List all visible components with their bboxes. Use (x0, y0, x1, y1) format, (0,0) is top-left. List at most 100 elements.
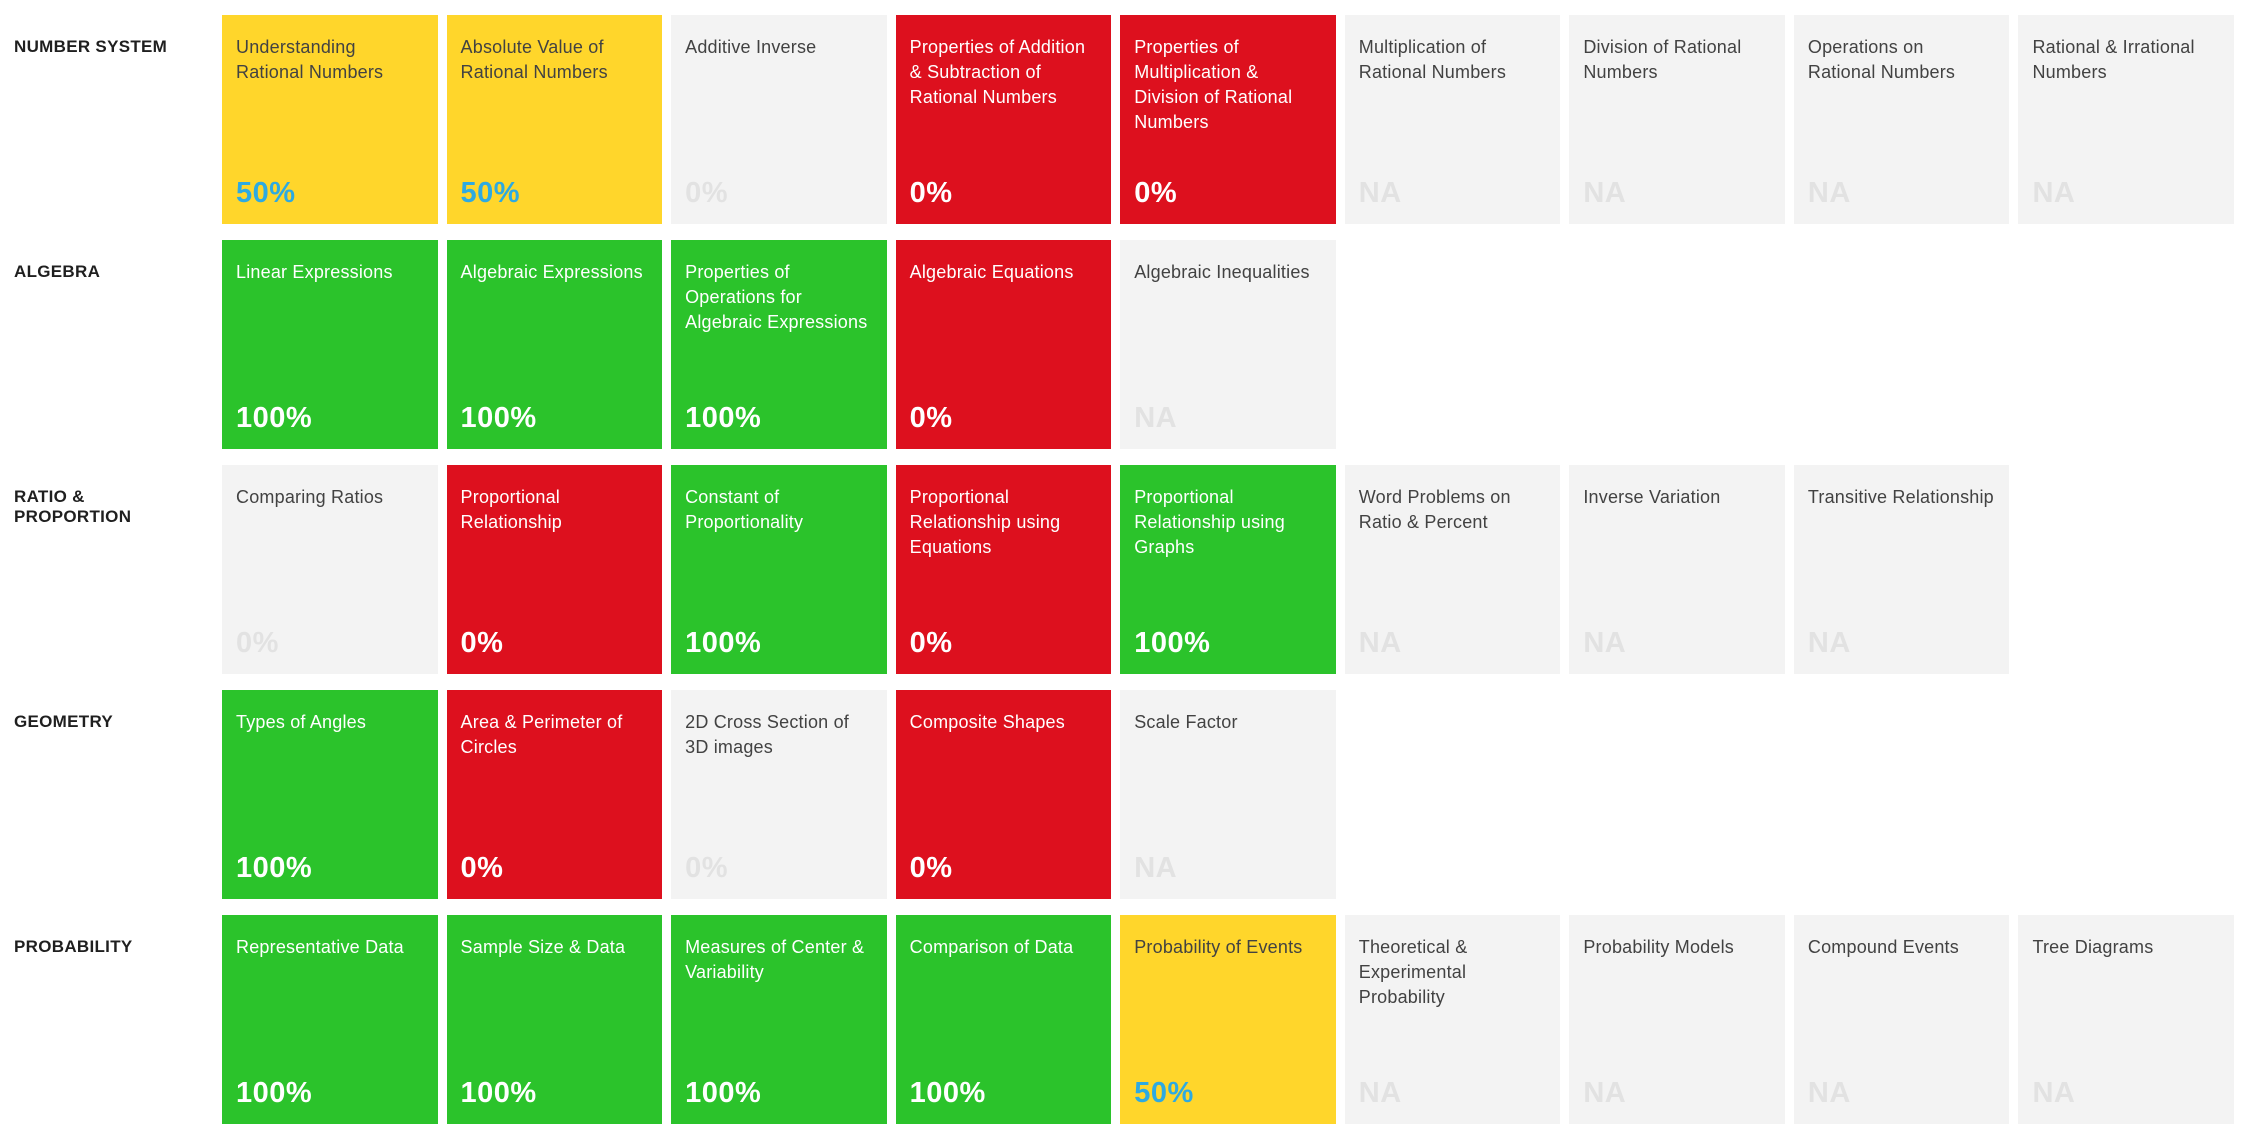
topic-card[interactable]: Algebraic Expressions 100% (446, 240, 663, 449)
topic-score: NA (1134, 852, 1178, 884)
topic-title: Compound Events (1807, 937, 1959, 957)
category-row: ALGEBRA Linear Expressions 100% Algebraic E… (0, 240, 2234, 449)
topic-card[interactable]: Rational & Irrational Numbers NA (2018, 15, 2234, 224)
topic-card[interactable]: Inverse Variation NA (1569, 465, 1785, 674)
topic-card[interactable]: Representative Data 100% (222, 915, 438, 1124)
topic-title: Tree Diagrams (2032, 937, 2154, 957)
topic-score: 0% (909, 852, 953, 884)
topic-score: 100% (236, 402, 313, 434)
topic-card[interactable]: Constant of Proportionality 100% (671, 465, 887, 674)
topic-score: 0% (909, 402, 953, 434)
category-label: ALGEBRA (14, 262, 101, 281)
topic-score: 0% (685, 177, 729, 209)
topic-title: Comparing Ratios (236, 487, 384, 507)
topic-card[interactable]: Absolute Value of Rational Numbers 50% (446, 15, 663, 224)
topic-title: Properties of Addition & Subtraction of … (909, 37, 1086, 107)
topic-score: 0% (460, 627, 504, 659)
topic-card[interactable]: Properties of Multiplication & Division … (1120, 15, 1336, 224)
topic-score: 100% (685, 1077, 762, 1109)
topic-card[interactable]: Properties of Addition & Subtraction of … (895, 15, 1112, 224)
category-row: GEOMETRY Types of Angles 100% Area & Perime… (0, 690, 2234, 899)
topic-card[interactable]: Transitive Relationship NA (1793, 465, 2010, 674)
topic-score: NA (2032, 177, 2076, 209)
topic-score: 0% (909, 177, 953, 209)
category-row: RATIO & PROPORTION Comparing Ratios 0% Prop… (0, 465, 2234, 674)
topic-card[interactable]: Comparison of Data 100% (895, 915, 1112, 1124)
topic-score: NA (1583, 627, 1627, 659)
topic-title: Algebraic Equations (909, 262, 1074, 282)
topic-card[interactable]: Proportional Relationship 0% (446, 465, 663, 674)
topic-card[interactable]: Measures of Center & Variability 100% (671, 915, 887, 1124)
category-label: GEOMETRY (14, 712, 114, 731)
topic-score: 0% (236, 627, 279, 659)
topic-title: Algebraic Expressions (460, 262, 643, 282)
topic-score: 100% (236, 1077, 313, 1109)
category-label: RATIO & PROPORTION (14, 487, 132, 527)
topic-card[interactable]: Sample Size & Data 100% (446, 915, 663, 1124)
topic-score: 100% (460, 1077, 537, 1109)
topic-card[interactable]: Algebraic Inequalities NA (1120, 240, 1336, 449)
topic-card[interactable]: Types of Angles 100% (222, 690, 438, 899)
topic-title: Properties of Operations for Algebraic E… (685, 262, 868, 332)
topic-score: NA (1807, 1077, 1851, 1109)
topic-card[interactable]: Division of Rational Numbers NA (1569, 15, 1785, 224)
topic-title: Constant of Proportionality (685, 487, 804, 532)
topic-card[interactable]: Properties of Operations for Algebraic E… (671, 240, 887, 449)
topic-score: 0% (909, 627, 953, 659)
topic-card[interactable]: Additive Inverse 0% (671, 15, 887, 224)
topic-card[interactable]: Compound Events NA (1793, 915, 2010, 1124)
topic-title: Proportional Relationship using Graphs (1134, 487, 1285, 557)
topic-title: Proportional Relationship using Equation… (909, 487, 1061, 557)
topic-card[interactable]: Word Problems on Ratio & Percent NA (1344, 465, 1561, 674)
topic-title: Proportional Relationship (460, 487, 563, 532)
topic-card[interactable]: Proportional Relationship using Graphs 10… (1120, 465, 1336, 674)
topic-score: 100% (236, 852, 313, 884)
topic-score: NA (1358, 1077, 1402, 1109)
topic-score: 100% (685, 402, 762, 434)
topic-card[interactable]: Proportional Relationship using Equation… (895, 465, 1112, 674)
topic-card[interactable]: Composite Shapes 0% (895, 690, 1112, 899)
topic-score: 0% (685, 852, 729, 884)
topic-card[interactable]: Comparing Ratios 0% (222, 465, 438, 674)
topic-title: Properties of Multiplication & Division … (1134, 37, 1293, 132)
topic-card[interactable]: Tree Diagrams NA (2018, 915, 2234, 1124)
topic-title: Sample Size & Data (460, 937, 626, 957)
topic-score: NA (1807, 627, 1851, 659)
topic-title: Algebraic Inequalities (1134, 262, 1310, 282)
topic-title: Inverse Variation (1583, 487, 1721, 507)
topic-title: Theoretical & Experimental Probability (1358, 937, 1468, 1007)
category-label: PROBABILITY (14, 937, 133, 956)
topic-card[interactable]: 2D Cross Section of 3D images 0% (671, 690, 887, 899)
topic-title: Operations on Rational Numbers (1807, 37, 1956, 82)
topic-card[interactable]: Probability Models NA (1569, 915, 1785, 1124)
topic-card[interactable]: Scale Factor NA (1120, 690, 1336, 899)
topic-card[interactable]: Algebraic Equations 0% (895, 240, 1112, 449)
topic-card[interactable]: Operations on Rational Numbers NA (1793, 15, 2010, 224)
topic-score: 50% (236, 177, 296, 209)
topic-title: Probability of Events (1134, 937, 1303, 957)
topic-title: Multiplication of Rational Numbers (1358, 37, 1507, 82)
topic-card[interactable]: Understanding Rational Numbers 50% (222, 15, 438, 224)
topic-card[interactable]: Theoretical & Experimental Probability NA (1344, 915, 1561, 1124)
topic-title: Probability Models (1583, 937, 1734, 957)
topic-card[interactable]: Probability of Events 50% (1120, 915, 1336, 1124)
category-row: NUMBER SYSTEM Understanding Rational Numb… (0, 15, 2234, 224)
topic-title: Measures of Center & Variability (685, 937, 865, 982)
topic-card[interactable]: Linear Expressions 100% (222, 240, 438, 449)
topic-score: 0% (1134, 177, 1178, 209)
topic-title: Comparison of Data (909, 937, 1074, 957)
topic-title: Types of Angles (236, 712, 367, 732)
topic-title: Understanding Rational Numbers (236, 37, 384, 82)
topic-card[interactable]: Multiplication of Rational Numbers NA (1344, 15, 1561, 224)
topic-card[interactable]: Area & Perimeter of Circles 0% (446, 690, 663, 899)
topic-title: 2D Cross Section of 3D images (685, 712, 849, 757)
topic-score: NA (1134, 402, 1178, 434)
topic-score: 50% (460, 177, 521, 209)
topic-score: 100% (909, 1077, 986, 1109)
topic-score: NA (1583, 1077, 1627, 1109)
topic-title: Additive Inverse (685, 37, 817, 57)
topic-score: 100% (1134, 627, 1211, 659)
topic-title: Absolute Value of Rational Numbers (460, 37, 608, 82)
topic-score: 100% (460, 402, 537, 434)
